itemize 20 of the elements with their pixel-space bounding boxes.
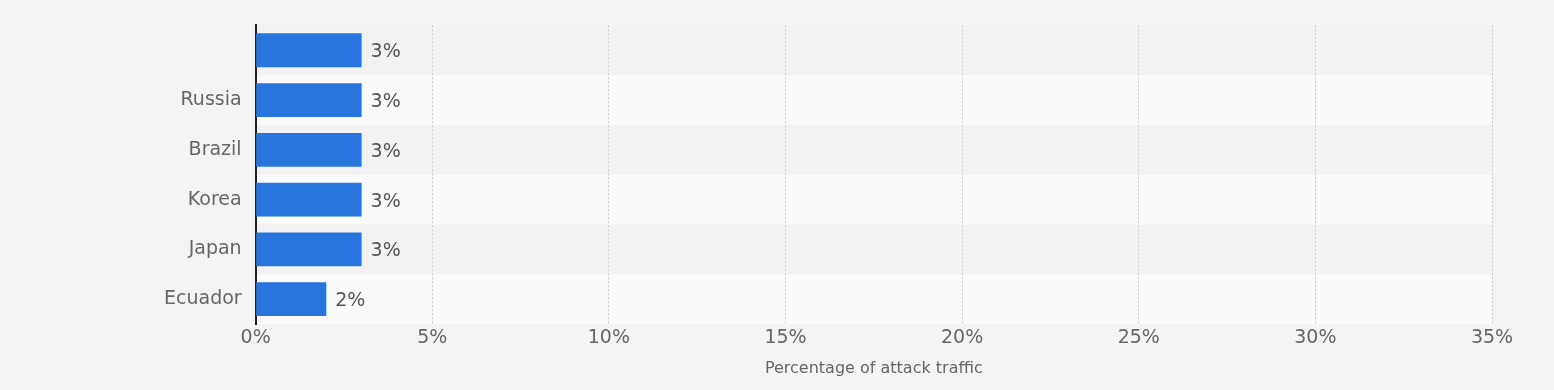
data-label: 3% <box>370 188 401 211</box>
y-tick-label: Russia <box>180 86 242 109</box>
data-label: 3% <box>370 138 401 161</box>
x-tick-label: 10% <box>587 325 630 348</box>
x-tick-label: 35% <box>1470 325 1514 348</box>
y-tick-label: Japan <box>187 236 242 259</box>
data-label: 2% <box>335 288 366 311</box>
data-label: 3% <box>370 39 401 62</box>
x-tick-label: 15% <box>764 325 807 348</box>
x-tick-label: 0% <box>240 325 271 348</box>
y-tick-label: Brazil <box>188 136 242 159</box>
x-axis-title: Percentage of attack traffic <box>764 357 983 377</box>
data-label: 3% <box>370 238 401 261</box>
x-tick-label: 5% <box>417 325 448 348</box>
y-tick-label: Ecuador <box>163 286 242 309</box>
x-tick-label: 20% <box>941 325 984 348</box>
x-tick-label: 25% <box>1117 325 1160 348</box>
y-tick-label: Korea <box>187 186 242 209</box>
x-tick-label: 30% <box>1294 325 1337 348</box>
data-label: 3% <box>370 88 401 111</box>
